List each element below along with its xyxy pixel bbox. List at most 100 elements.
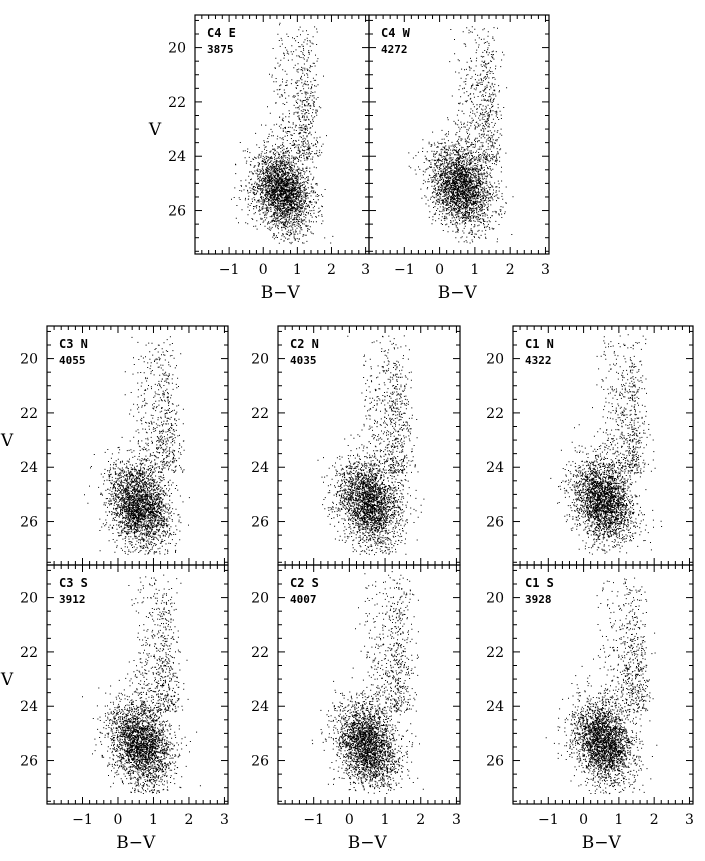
x-axis-title: B−V <box>116 833 156 853</box>
y-tick-label: 20 <box>486 591 504 607</box>
scatter-points <box>231 22 334 245</box>
y-axis-title: V <box>0 670 14 690</box>
x-tick-label: 3 <box>220 812 229 828</box>
star-count-label: 4035 <box>290 354 317 367</box>
x-tick-label: 3 <box>685 812 694 828</box>
x-tick-label: 0 <box>579 812 588 828</box>
panel-label: C4 E <box>207 26 236 40</box>
y-tick-label: 24 <box>486 460 504 476</box>
x-tick-label: 1 <box>381 812 390 828</box>
x-tick-label: 1 <box>149 812 158 828</box>
data-point-cloud <box>317 335 425 556</box>
y-axis-title: V <box>0 431 14 451</box>
star-count-label: 4055 <box>59 354 86 367</box>
star-count-label: 3928 <box>525 593 552 606</box>
y-tick-label: 26 <box>251 515 269 531</box>
cmd-panel: 20 22 24 26 V C3 N 4055 <box>0 325 229 566</box>
panel-frame <box>277 564 461 805</box>
x-tick-label: −1 <box>303 812 324 828</box>
x-tick-label: 2 <box>650 812 659 828</box>
data-point-cloud <box>231 22 334 245</box>
panel-label: C2 S <box>290 576 319 590</box>
panel-label: C1 S <box>525 576 554 590</box>
y-tick-label: 24 <box>251 699 269 715</box>
x-tick-label: 1 <box>293 262 302 278</box>
panel-label: C4 W <box>381 26 411 40</box>
data-point-cloud <box>408 26 514 244</box>
cmd-panel: 20 22 24 26 −1 0 1 2 3 B−V V C4 E 3875 <box>148 14 370 303</box>
x-tick-label: −1 <box>72 812 93 828</box>
star-count-label: 3912 <box>59 593 86 606</box>
x-tick-label: 3 <box>452 812 461 828</box>
y-tick-label: 26 <box>486 754 504 770</box>
y-tick-label: 22 <box>251 645 269 661</box>
scatter-points <box>311 571 424 794</box>
y-tick-label: 20 <box>251 352 269 368</box>
x-tick-label: 1 <box>614 812 623 828</box>
star-count-label: 4322 <box>525 354 552 367</box>
y-tick-label: 26 <box>251 754 269 770</box>
x-tick-label: 2 <box>506 262 515 278</box>
scatter-points <box>408 26 514 244</box>
x-axis-title: B−V <box>582 833 622 853</box>
x-axis-title: B−V <box>261 283 301 303</box>
x-tick-label: −1 <box>538 812 559 828</box>
panel-frame <box>46 564 229 805</box>
y-tick-label: 20 <box>168 41 186 57</box>
y-tick-label: 20 <box>486 352 504 368</box>
star-count-label: 4272 <box>381 43 408 56</box>
y-tick-label: 26 <box>168 204 186 220</box>
panel-frame <box>368 14 550 255</box>
panel-frame <box>512 564 694 805</box>
x-tick-label: −1 <box>219 262 240 278</box>
x-tick-label: 2 <box>327 262 336 278</box>
x-tick-label: 2 <box>184 812 193 828</box>
y-tick-label: 26 <box>20 515 38 531</box>
x-tick-label: 3 <box>361 262 370 278</box>
cmd-panel: 20 22 24 26 −1 0 1 2 3 B−V C1 S 3928 <box>486 564 694 853</box>
data-point-cloud <box>550 334 663 555</box>
y-tick-label: 22 <box>486 406 504 422</box>
y-tick-label: 22 <box>20 406 38 422</box>
y-tick-label: 26 <box>486 515 504 531</box>
y-tick-label: 24 <box>251 460 269 476</box>
x-tick-label: 3 <box>541 262 550 278</box>
x-tick-label: 0 <box>435 262 444 278</box>
star-count-label: 3875 <box>207 43 234 56</box>
x-tick-label: 2 <box>416 812 425 828</box>
data-point-cloud <box>311 571 424 794</box>
x-tick-label: 1 <box>470 262 479 278</box>
data-point-cloud <box>82 574 201 794</box>
x-axis-title: B−V <box>438 283 478 303</box>
scatter-points <box>550 334 663 555</box>
panel-label: C3 N <box>59 337 88 351</box>
scatter-points <box>545 577 658 795</box>
cmd-panel: 20 22 24 26 C1 N 4322 <box>486 325 694 566</box>
y-tick-label: 22 <box>168 95 186 111</box>
scatter-points <box>82 574 201 794</box>
panel-label: C2 N <box>290 337 319 351</box>
x-tick-label: −1 <box>394 262 415 278</box>
star-count-label: 4007 <box>290 593 317 606</box>
cmd-panel: 20 22 24 26 −1 0 1 2 3 B−V V C3 S 3912 <box>0 564 229 853</box>
scatter-points <box>84 336 190 555</box>
data-point-cloud <box>545 577 658 795</box>
y-tick-label: 22 <box>251 406 269 422</box>
y-tick-label: 22 <box>20 645 38 661</box>
cmd-panel: 20 22 24 26 −1 0 1 2 3 B−V C2 S 4007 <box>251 564 461 853</box>
y-tick-label: 20 <box>251 591 269 607</box>
x-tick-label: 0 <box>114 812 123 828</box>
y-tick-label: 26 <box>20 754 38 770</box>
panel-label: C1 N <box>525 337 554 351</box>
y-tick-label: 24 <box>20 460 38 476</box>
x-axis-title: B−V <box>348 833 388 853</box>
cmd-panel: −1 0 1 2 3 B−V C4 W 4272 <box>368 14 550 303</box>
scatter-points <box>317 335 425 556</box>
y-axis-title: V <box>148 120 162 140</box>
y-tick-label: 24 <box>168 149 186 165</box>
y-tick-label: 20 <box>20 352 38 368</box>
x-tick-label: 0 <box>259 262 268 278</box>
y-tick-label: 22 <box>486 645 504 661</box>
y-tick-label: 24 <box>486 699 504 715</box>
